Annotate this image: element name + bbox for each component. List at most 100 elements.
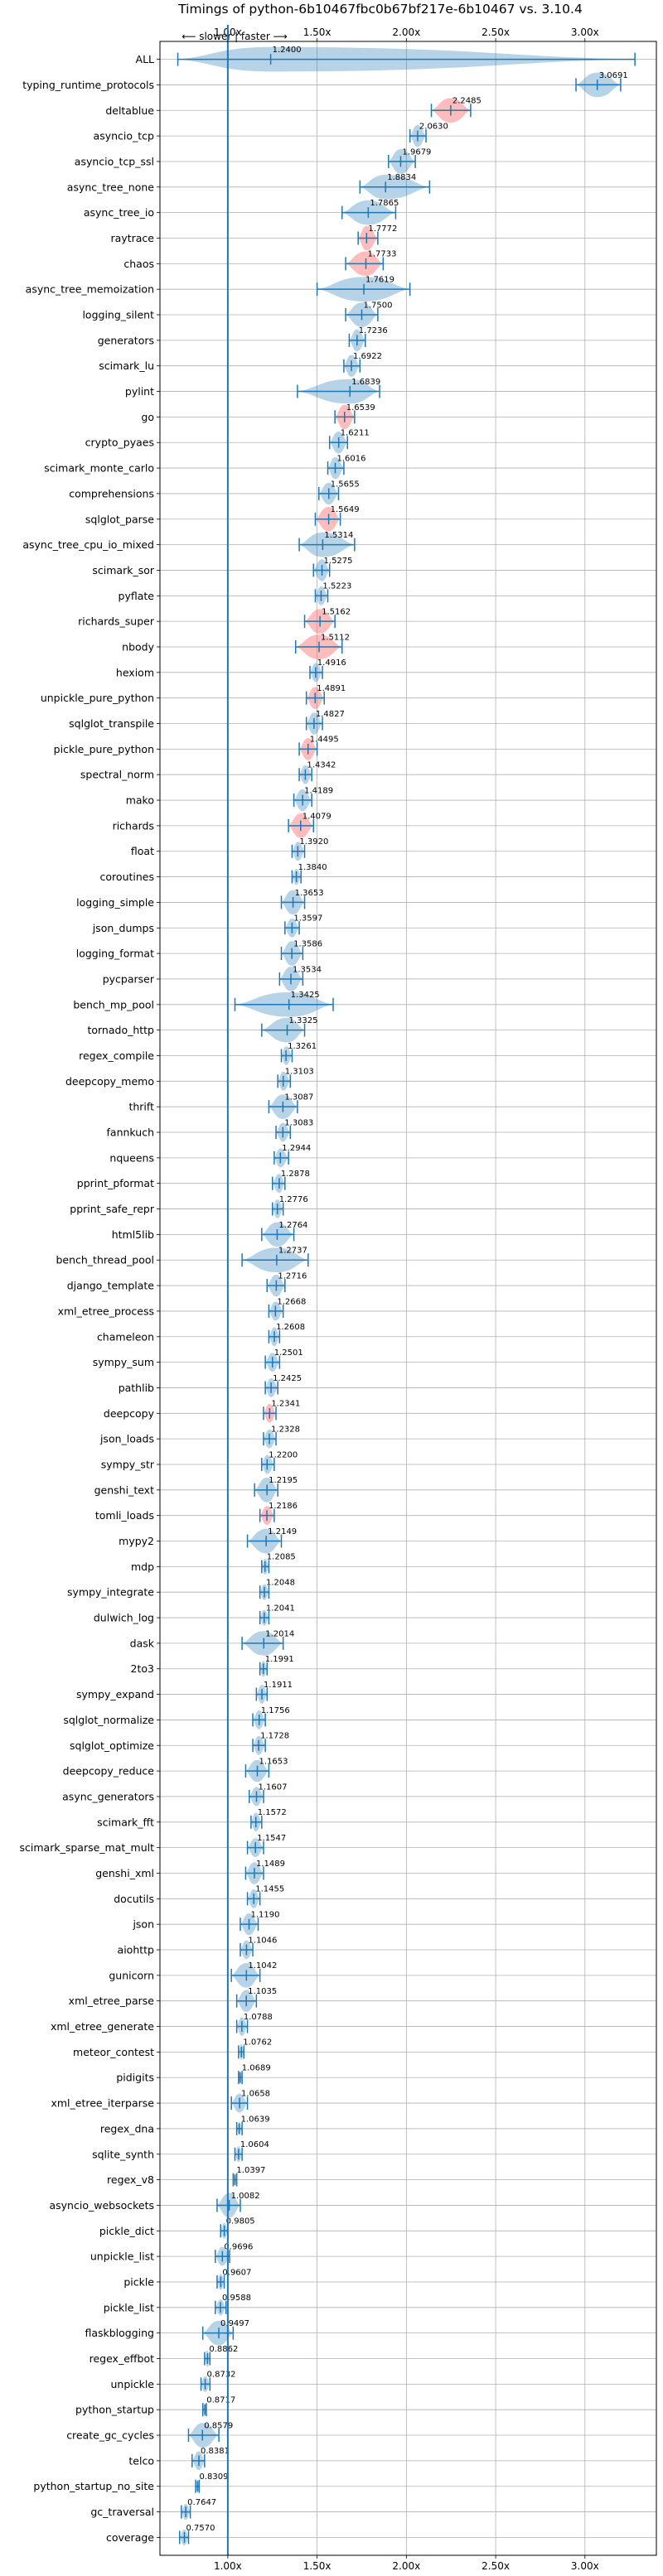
value-label: 1.5314 (324, 531, 353, 540)
benchmark-label: spectral_norm (80, 769, 154, 781)
x-tick-label-top: 2.50x (482, 27, 510, 38)
value-label: 0.8579 (204, 2421, 233, 2430)
value-label: 1.2501 (274, 1348, 303, 1358)
benchmark-label: tomli_loads (95, 1509, 154, 1522)
benchmark-label: scimark_sparse_mat_mult (20, 1841, 155, 1854)
benchmark-label: async_generators (62, 1790, 154, 1802)
benchmark-label: deepcopy_memo (65, 1075, 154, 1088)
value-label: 1.1572 (258, 1808, 287, 1817)
value-label: 1.1728 (260, 1732, 289, 1741)
benchmark-label: xml_etree_process (58, 1305, 154, 1317)
value-label: 1.6211 (341, 429, 370, 438)
value-label: 1.4189 (304, 786, 333, 795)
benchmark-label: scimark_sor (92, 564, 154, 576)
value-label: 1.6016 (337, 454, 366, 463)
benchmark-label: bench_mp_pool (73, 998, 154, 1011)
value-label: 1.2944 (282, 1144, 311, 1153)
benchmark-label: thrift (128, 1101, 154, 1113)
x-axis-bottom: 1.00x 1.50x 2.00x 2.50x 3.00x (214, 2555, 599, 2572)
benchmark-label: unpickle (110, 2378, 154, 2390)
value-label: 1.1547 (257, 1834, 286, 1843)
x-tick-label-top: 3.00x (571, 27, 599, 38)
benchmark-label: python_startup_no_site (33, 2480, 154, 2492)
benchmark-label: sqlglot_transpile (69, 717, 154, 730)
benchmark-label: gunicorn (109, 1969, 154, 1981)
benchmark-label: json (132, 1918, 154, 1931)
benchmark-label: mako (126, 794, 154, 807)
benchmark-label: sqlglot_parse (85, 513, 154, 525)
benchmark-label: 2to3 (131, 1662, 154, 1675)
benchmark-label: xml_etree_iterparse (51, 2097, 154, 2110)
benchmark-label: flaskblogging (85, 2327, 154, 2339)
plot-frame (159, 41, 657, 2556)
value-label: 1.3087 (284, 1093, 313, 1102)
value-label: 1.6539 (346, 403, 375, 412)
benchmark-label: python_startup (75, 2404, 154, 2416)
value-label: 0.9805 (226, 2217, 255, 2226)
benchmark-label: pickle_dict (99, 2225, 154, 2237)
value-label: 1.2737 (278, 1247, 307, 1256)
benchmark-label: float (131, 845, 154, 857)
benchmark-label: genshi_xml (95, 1867, 154, 1879)
benchmark-label: ALL (136, 53, 155, 65)
value-label: 1.1455 (255, 1885, 284, 1894)
value-label: 1.3534 (293, 965, 322, 974)
value-label: 1.3103 (285, 1068, 314, 1077)
value-label: 1.7500 (363, 301, 392, 310)
benchmark-label: logging_simple (76, 896, 154, 909)
value-label: 1.3597 (293, 914, 322, 924)
value-label: 0.7647 (187, 2498, 216, 2507)
value-label: 1.1911 (264, 1681, 293, 1690)
value-label: 1.9679 (402, 147, 431, 157)
benchmark-label: pycparser (103, 972, 155, 985)
value-label: 1.2041 (266, 1604, 295, 1613)
value-label: 0.8732 (207, 2371, 236, 2380)
benchmark-label: hexiom (116, 666, 154, 678)
benchmark-label: sympy_expand (76, 1688, 154, 1700)
benchmark-label: nqueens (109, 1151, 154, 1164)
benchmark-label: pprint_pformat (77, 1177, 154, 1189)
value-label: 1.0639 (241, 2115, 270, 2124)
value-label: 1.2608 (276, 1323, 305, 1332)
value-label: 1.6839 (351, 378, 380, 387)
value-label: 1.4916 (317, 658, 346, 668)
value-label: 1.7865 (370, 199, 399, 208)
value-label: 1.0397 (236, 2166, 265, 2175)
benchmark-label: deltablue (105, 104, 154, 117)
value-label: 1.5223 (322, 582, 351, 591)
x-tick-label-bottom: 1.00x (214, 2560, 242, 2572)
value-label: 1.7772 (368, 224, 397, 234)
benchmark-label: html5lib (112, 1228, 154, 1241)
value-label: 1.1489 (256, 1860, 285, 1869)
benchmark-label: sympy_integrate (67, 1586, 154, 1599)
value-label: 2.0630 (419, 122, 448, 131)
benchmark-label: bench_thread_pool (56, 1254, 154, 1266)
value-label: 1.5275 (324, 557, 353, 566)
direction-label: ⟵ slower | faster ⟶ (181, 31, 288, 42)
value-label: 1.1035 (248, 1987, 277, 1996)
value-label: 2.2485 (452, 97, 482, 106)
benchmark-label: sqlglot_normalize (63, 1714, 154, 1726)
benchmark-label: regex_effbot (90, 2352, 154, 2365)
benchmark-label: telco (128, 2454, 154, 2467)
benchmark-label: typing_runtime_protocols (22, 79, 154, 91)
value-label: 1.4079 (302, 812, 332, 821)
benchmark-label: dask (130, 1637, 155, 1649)
value-label: 1.2878 (281, 1170, 310, 1179)
benchmark-label: richards (113, 819, 154, 832)
value-label: 1.5112 (321, 633, 350, 642)
benchmark-label: meteor_contest (73, 2046, 154, 2058)
benchmark-label: unpickle_list (90, 2250, 154, 2263)
value-label: 1.2186 (269, 1502, 298, 1511)
value-label: 1.1756 (261, 1706, 290, 1715)
value-label: 1.5649 (331, 505, 360, 514)
value-label: 1.0082 (231, 2192, 260, 2201)
x-tick-label-bottom: 3.00x (571, 2560, 599, 2572)
benchmark-label: go (141, 411, 154, 423)
value-label: 1.1607 (259, 1782, 288, 1792)
x-tick-label-top: 2.00x (392, 27, 420, 38)
value-label: 3.0691 (599, 71, 628, 80)
benchmark-label: django_template (67, 1280, 155, 1292)
